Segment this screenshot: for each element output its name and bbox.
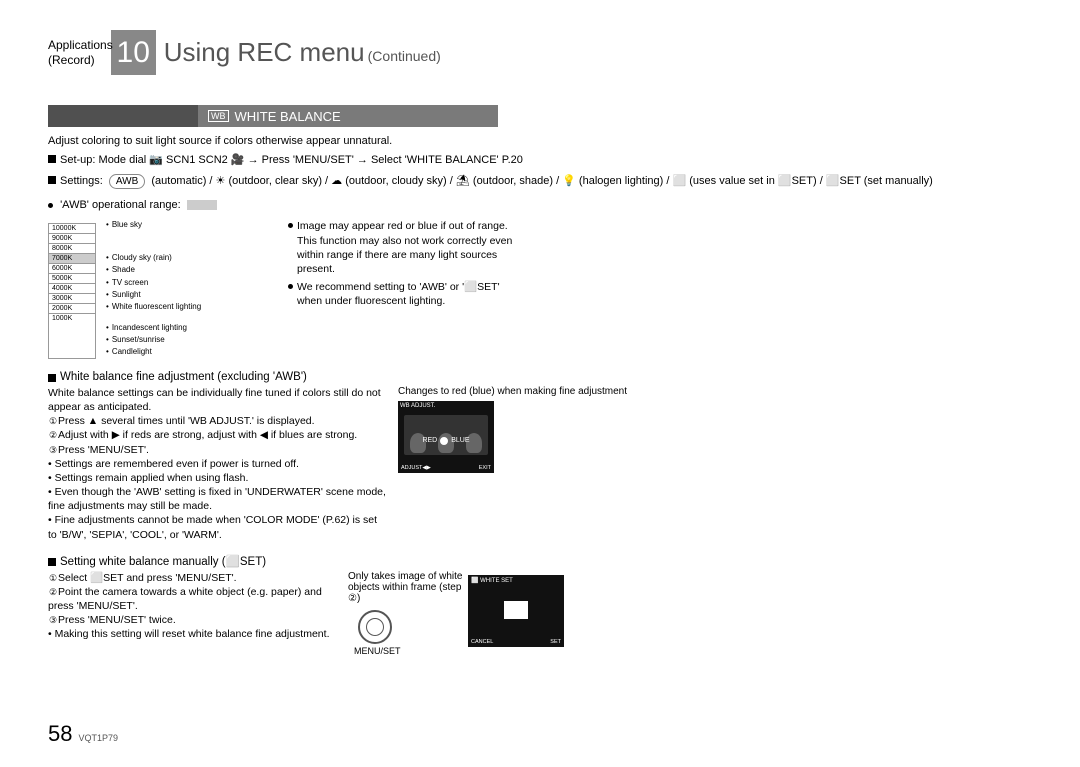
- bullet-icon: [288, 284, 293, 289]
- fine-right-caption: Changes to red (blue) when making fine a…: [398, 386, 627, 397]
- adjust-label: ADJUST◀▶: [401, 465, 431, 471]
- square-bullet-icon: [48, 558, 56, 566]
- temp-label: Shade: [106, 264, 201, 276]
- section-category: Applications (Record): [48, 38, 113, 67]
- color-temp-labels: Blue sky Cloudy sky (rain) Shade TV scre…: [106, 219, 201, 359]
- square-bullet-icon: [48, 155, 56, 163]
- section-title: WHITE BALANCE: [235, 109, 341, 124]
- manual-step: Point the camera towards a white object …: [48, 586, 322, 612]
- section-heading-bar: WB WHITE BALANCE: [48, 105, 498, 127]
- temp-label: Candlelight: [106, 346, 201, 358]
- awb-note: Image may appear red or blue if out of r…: [297, 219, 518, 276]
- category-line1: Applications: [48, 38, 113, 52]
- nav-wheel-icon: [358, 610, 392, 644]
- screen-title: ⬜ WHITE SET: [468, 575, 564, 586]
- square-bullet-icon: [48, 176, 56, 184]
- fine-adjust-intro: White balance settings can be individual…: [48, 386, 388, 414]
- color-temp-scale: 10000K9000K8000K7000K6000K5000K4000K3000…: [48, 223, 96, 359]
- temp-label: Incandescent lighting: [106, 322, 201, 334]
- awb-range-swatch: [187, 200, 217, 210]
- temp-label: Sunset/sunrise: [106, 334, 201, 346]
- fine-step: Press 'MENU/SET'.: [58, 444, 149, 456]
- target-icon: [440, 437, 448, 445]
- set-label: SET: [550, 639, 561, 645]
- temp-label: Sunlight: [106, 289, 201, 301]
- settings-row: Settings: AWB (automatic) / ☀ (outdoor, …: [48, 174, 1032, 190]
- menuset-label: MENU/SET: [354, 646, 468, 656]
- temp-label: Blue sky: [106, 219, 201, 231]
- cancel-label: CANCEL: [471, 639, 493, 645]
- red-label: RED: [422, 437, 437, 444]
- white-frame: [504, 601, 528, 619]
- bar-accent: [48, 105, 198, 127]
- continued-label: (Continued): [368, 48, 441, 64]
- fine-adjust-heading: White balance fine adjustment (excluding…: [60, 371, 307, 383]
- awb-range-block: 'AWB' operational range: 10000K9000K8000…: [48, 199, 1032, 359]
- category-line2: (Record): [48, 53, 113, 67]
- fine-bullet: Settings remain applied when using flash…: [55, 472, 249, 484]
- manual-step: Press 'MENU/SET' twice.: [58, 614, 176, 626]
- settings-text: (automatic) / ☀ (outdoor, clear sky) / ☁…: [151, 175, 933, 187]
- bullet-icon: [288, 223, 293, 228]
- fine-bullet: Even though the 'AWB' setting is fixed i…: [48, 486, 386, 512]
- setup-label: Set-up:: [60, 154, 95, 166]
- fine-step: Press ▲ several times until 'WB ADJUST.'…: [58, 415, 315, 427]
- fine-step: Adjust with ▶ if reds are strong, adjust…: [58, 429, 357, 441]
- fine-bullet: Fine adjustments cannot be made when 'CO…: [48, 514, 377, 540]
- fine-bullet: Settings are remembered even if power is…: [55, 458, 299, 470]
- temp-label: White fluorescent lighting: [106, 301, 201, 313]
- page-number: 58: [48, 721, 72, 747]
- settings-label: Settings:: [60, 175, 103, 187]
- fine-adjust-block: White balance fine adjustment (excluding…: [48, 371, 1032, 542]
- bullet-icon: [48, 203, 53, 208]
- page-footer: 58 VQT1P79: [48, 721, 118, 747]
- temp-label: Cloudy sky (rain): [106, 252, 201, 264]
- manual-bullet: Making this setting will reset white bal…: [55, 628, 330, 640]
- page-title: Using REC menu: [164, 37, 365, 67]
- awb-badge: AWB: [109, 174, 145, 190]
- intro-text: Adjust coloring to suit light source if …: [48, 135, 1032, 147]
- awb-range-label: 'AWB' operational range:: [60, 199, 181, 211]
- section-heading: WB WHITE BALANCE: [198, 105, 498, 127]
- wb-adjust-screen: WB ADJUST. RED BLUE ADJUST◀▶ EXIT: [398, 401, 494, 473]
- awb-note: We recommend setting to 'AWB' or '⬜SET' …: [297, 280, 518, 308]
- exit-label: EXIT: [479, 465, 491, 471]
- wb-icon: WB: [208, 110, 229, 122]
- setup-row: Set-up: Mode dial 📷 SCN1 SCN2 🎥 → Press …: [48, 153, 1032, 168]
- manual-heading: Setting white balance manually (⬜SET): [60, 554, 266, 568]
- chapter-number-box: 10: [111, 30, 156, 75]
- doc-id: VQT1P79: [78, 733, 118, 743]
- page-header: Applications (Record) 10 Using REC menu …: [48, 30, 1032, 75]
- manual-mid-caption: Only takes image of white objects within…: [348, 571, 468, 604]
- temp-label: TV screen: [106, 277, 201, 289]
- manual-wb-block: Setting white balance manually (⬜SET) ①S…: [48, 554, 1032, 656]
- blue-label: BLUE: [451, 437, 469, 444]
- white-set-screen: ⬜ WHITE SET CANCEL SET: [468, 575, 564, 647]
- screen-title: WB ADJUST.: [398, 401, 494, 411]
- square-bullet-icon: [48, 374, 56, 382]
- setup-text: Mode dial 📷 SCN1 SCN2 🎥 → Press 'MENU/SE…: [99, 154, 523, 166]
- manual-step: Select ⬜SET and press 'MENU/SET'.: [58, 572, 237, 584]
